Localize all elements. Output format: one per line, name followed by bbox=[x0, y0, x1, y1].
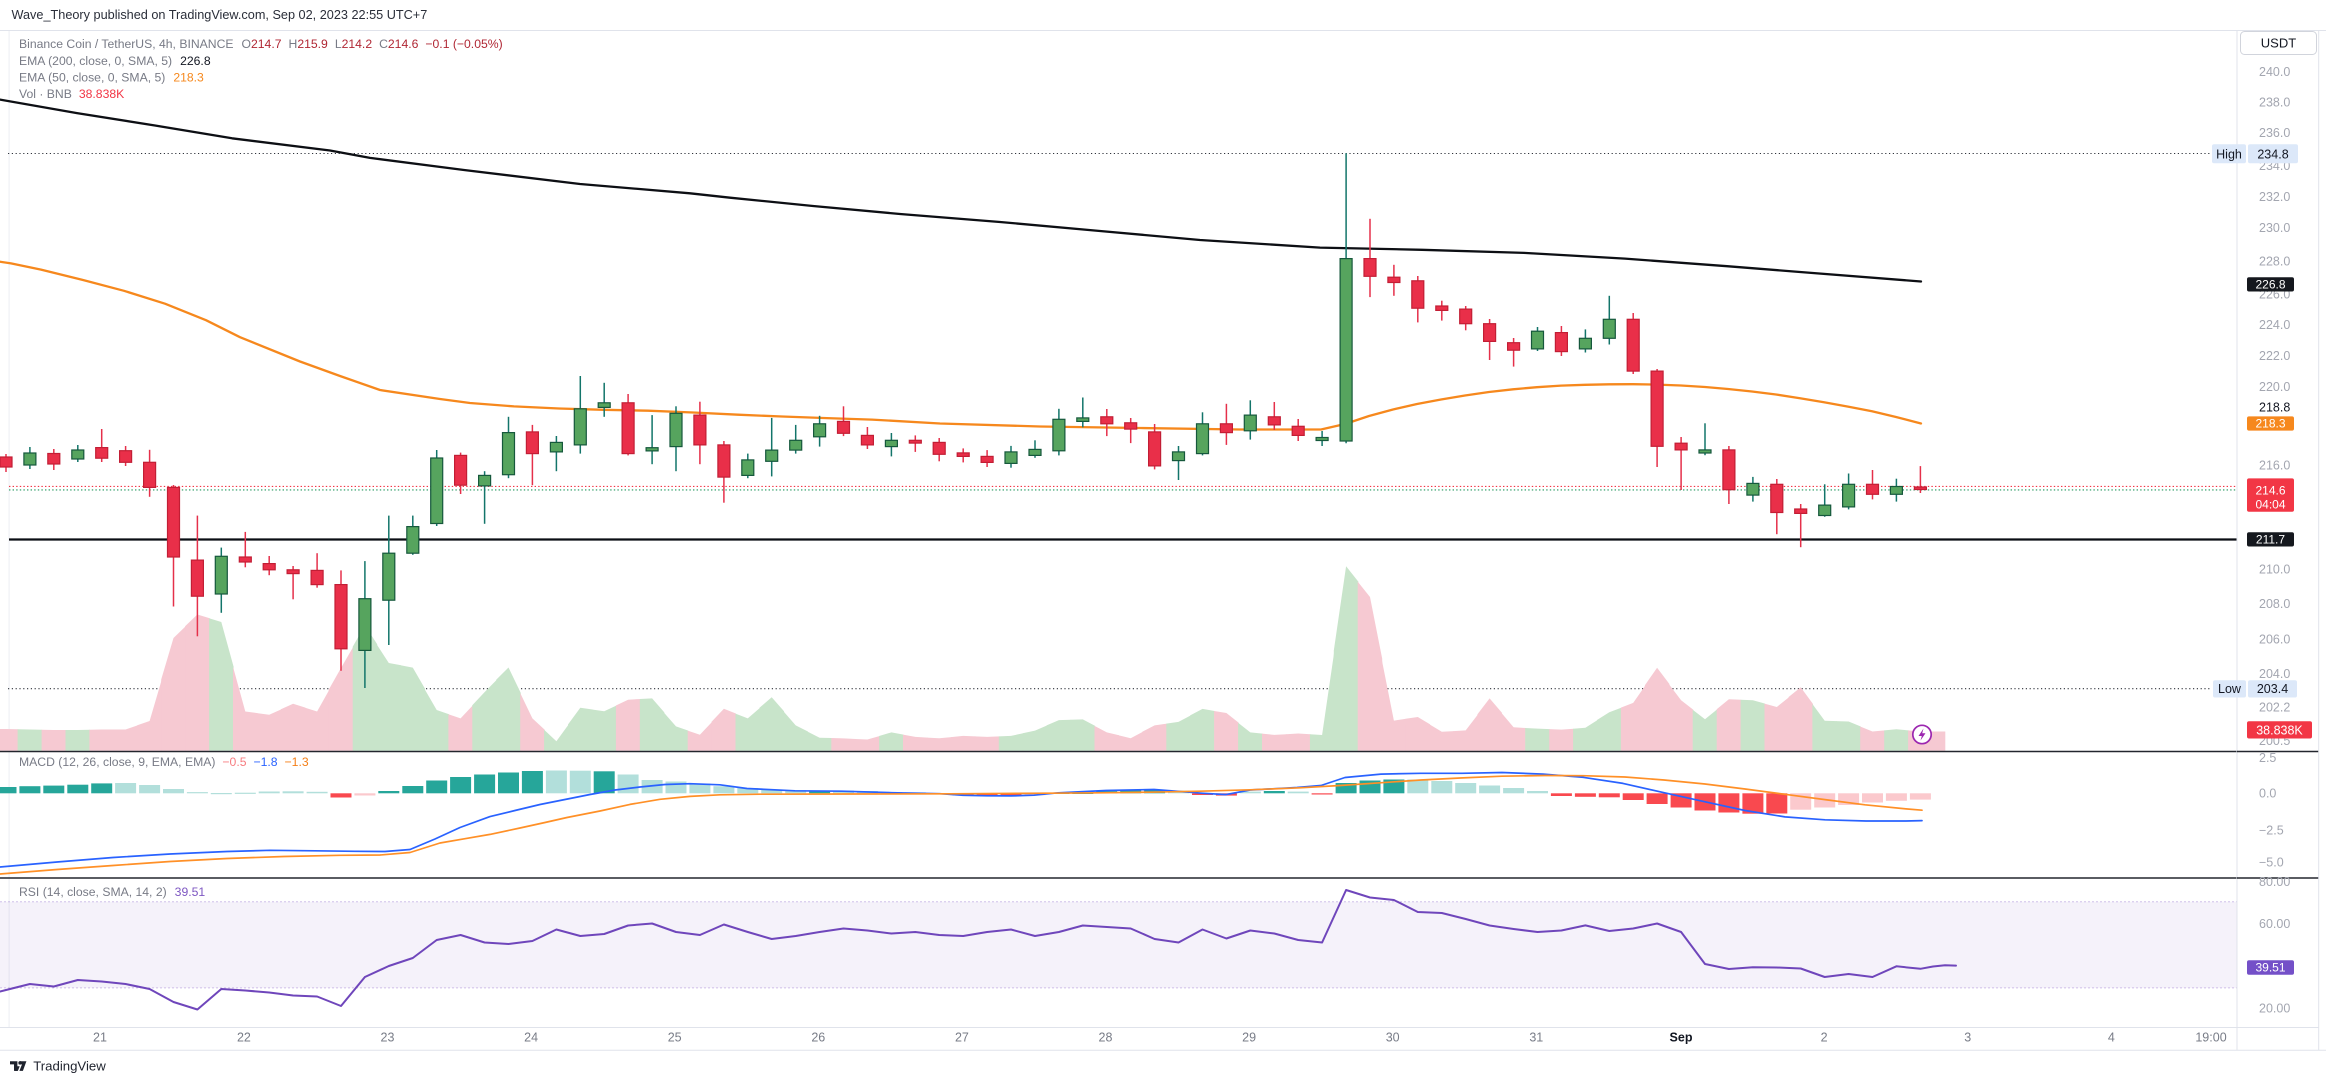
svg-text:TradingView: TradingView bbox=[33, 1058, 106, 1073]
svg-text:EMA (200, close, 0, SMA, 5)226: EMA (200, close, 0, SMA, 5) 226.8 bbox=[19, 54, 211, 68]
svg-text:218.3: 218.3 bbox=[2255, 417, 2285, 431]
svg-text:226.8: 226.8 bbox=[2255, 278, 2285, 292]
svg-text:−5.0: −5.0 bbox=[2259, 856, 2284, 870]
svg-text:240.0: 240.0 bbox=[2259, 65, 2290, 79]
svg-text:202.2: 202.2 bbox=[2259, 701, 2290, 715]
svg-text:211.7: 211.7 bbox=[2256, 533, 2285, 547]
svg-text:EMA (50, close, 0, SMA, 5)218.: EMA (50, close, 0, SMA, 5) 218.3 bbox=[19, 71, 204, 85]
svg-text:RSI (14, close, SMA, 14, 2)39.: RSI (14, close, SMA, 14, 2) 39.51 bbox=[19, 885, 205, 899]
svg-text:MACD (12, 26, close, 9, EMA, E: MACD (12, 26, close, 9, EMA, EMA) −0.5 −1.… bbox=[19, 755, 309, 769]
svg-text:204.0: 204.0 bbox=[2259, 667, 2290, 681]
svg-text:4: 4 bbox=[2108, 1030, 2115, 1044]
svg-text:203.4: 203.4 bbox=[2257, 682, 2288, 696]
svg-text:Binance Coin / TetherUS, 4h, B: Binance Coin / TetherUS, 4h, BINANCE O214… bbox=[19, 37, 503, 51]
svg-text:216.0: 216.0 bbox=[2259, 458, 2290, 472]
svg-text:21: 21 bbox=[93, 1030, 107, 1044]
svg-text:30: 30 bbox=[1386, 1030, 1400, 1044]
svg-text:234.8: 234.8 bbox=[2257, 147, 2288, 161]
svg-text:Low: Low bbox=[2218, 682, 2242, 696]
svg-text:206.0: 206.0 bbox=[2259, 633, 2290, 647]
svg-text:220.0: 220.0 bbox=[2259, 380, 2290, 394]
svg-text:−2.5: −2.5 bbox=[2259, 824, 2284, 838]
svg-text:Wave_Theory published on Tradi: Wave_Theory published on TradingView.com… bbox=[12, 8, 428, 22]
svg-text:2: 2 bbox=[1821, 1030, 1828, 1044]
svg-text:228.0: 228.0 bbox=[2259, 255, 2290, 269]
svg-text:26: 26 bbox=[811, 1030, 825, 1044]
svg-text:28: 28 bbox=[1099, 1030, 1113, 1044]
svg-text:USDT: USDT bbox=[2261, 35, 2296, 50]
svg-text:230.0: 230.0 bbox=[2259, 221, 2290, 235]
svg-text:29: 29 bbox=[1242, 1030, 1256, 1044]
svg-text:Sep: Sep bbox=[1670, 1030, 1693, 1044]
svg-text:80.00: 80.00 bbox=[2259, 875, 2290, 889]
svg-text:23: 23 bbox=[381, 1030, 395, 1044]
svg-text:2.5: 2.5 bbox=[2259, 751, 2276, 765]
svg-text:3: 3 bbox=[1964, 1030, 1971, 1044]
svg-text:25: 25 bbox=[668, 1030, 682, 1044]
svg-text:20.00: 20.00 bbox=[2259, 1001, 2290, 1015]
svg-text:High: High bbox=[2216, 147, 2242, 161]
svg-text:38.838K: 38.838K bbox=[2256, 723, 2303, 737]
svg-text:60.00: 60.00 bbox=[2259, 917, 2290, 931]
svg-text:27: 27 bbox=[955, 1030, 969, 1044]
svg-text:31: 31 bbox=[1529, 1030, 1543, 1044]
svg-text:04:04: 04:04 bbox=[2255, 497, 2285, 511]
svg-text:208.0: 208.0 bbox=[2259, 597, 2290, 611]
svg-text:224.0: 224.0 bbox=[2259, 318, 2290, 332]
svg-text:22: 22 bbox=[237, 1030, 251, 1044]
svg-text:24: 24 bbox=[524, 1030, 538, 1044]
svg-text:210.0: 210.0 bbox=[2259, 563, 2290, 577]
svg-text:236.0: 236.0 bbox=[2259, 126, 2290, 140]
svg-text:214.6: 214.6 bbox=[2255, 484, 2285, 498]
svg-text:232.0: 232.0 bbox=[2259, 190, 2290, 204]
svg-text:222.0: 222.0 bbox=[2259, 349, 2290, 363]
svg-text:218.8: 218.8 bbox=[2259, 400, 2290, 414]
svg-text:238.0: 238.0 bbox=[2259, 96, 2290, 110]
svg-text:39.51: 39.51 bbox=[2255, 961, 2285, 975]
svg-text:0.0: 0.0 bbox=[2259, 787, 2276, 801]
svg-text:19:00: 19:00 bbox=[2195, 1030, 2226, 1044]
